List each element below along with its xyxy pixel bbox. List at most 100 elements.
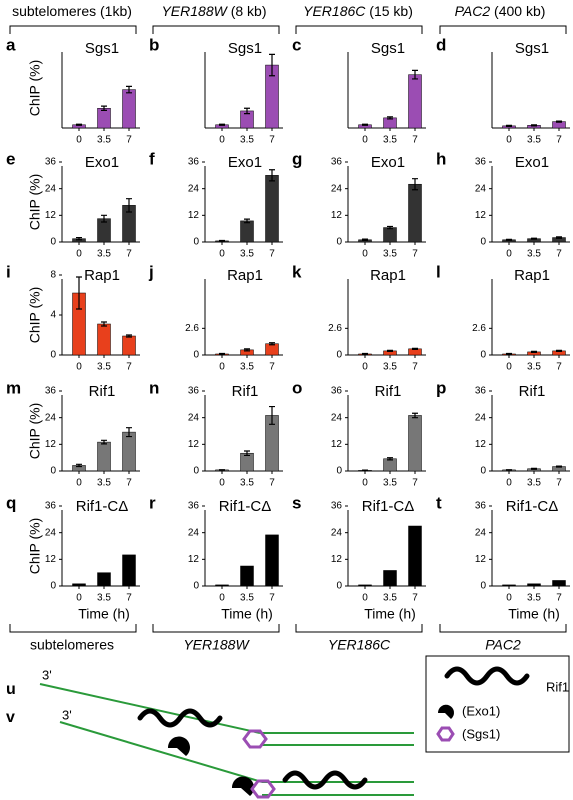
- y-tick-label: 24: [45, 527, 57, 538]
- error-bar: [219, 239, 225, 242]
- chart-title: Sgs1: [515, 40, 549, 57]
- y-tick-label: 24: [188, 412, 200, 423]
- y-tick-label: 12: [331, 554, 343, 565]
- panel-letter: f: [149, 149, 155, 168]
- chart-title: Rif1: [89, 383, 116, 400]
- x-tick-label: 0: [362, 362, 368, 373]
- x-tick-label: 3.5: [527, 135, 541, 146]
- y-tick-label: 36: [45, 386, 57, 397]
- error-bar: [126, 198, 132, 213]
- x-tick-label: 3.5: [527, 593, 541, 604]
- x-tick-label: 3.5: [240, 478, 254, 489]
- y-tick-label: 0: [480, 350, 486, 361]
- y-tick-label: 12: [45, 210, 57, 221]
- y-tick-label: 24: [188, 183, 200, 194]
- y-tick-label: 12: [188, 554, 200, 565]
- bar: [97, 108, 111, 129]
- error-bar: [219, 352, 225, 356]
- panel-letter: a: [6, 35, 16, 54]
- error-bar: [506, 124, 512, 127]
- y-tick-label: 12: [475, 554, 487, 565]
- y-axis-label: ChIP (%): [27, 287, 43, 344]
- x-tick-label: 3.5: [97, 362, 111, 373]
- x-tick-label: 7: [412, 362, 418, 373]
- y-axis-label: ChIP (%): [27, 60, 43, 117]
- x-axis-label: Time (h): [78, 606, 130, 622]
- x-tick-label: 7: [269, 362, 275, 373]
- y-tick-label: 0: [50, 237, 56, 248]
- x-tick-label: 0: [219, 362, 225, 373]
- y-tick-label: 36: [331, 501, 343, 512]
- y-tick-label: 0: [336, 581, 342, 592]
- chart-title: Sgs1: [228, 40, 262, 57]
- bar: [122, 431, 136, 472]
- chart-title: Exo1: [85, 154, 119, 171]
- x-axis-label: Time (h): [508, 606, 560, 622]
- y-axis-label: ChIP (%): [27, 518, 43, 575]
- error-bar: [101, 214, 107, 223]
- chart-title: Rif1: [232, 383, 259, 400]
- x-tick-label: 0: [362, 593, 368, 604]
- y-tick-label: 36: [188, 501, 200, 512]
- x-tick-label: 3.5: [97, 135, 111, 146]
- chart-title: Rif1: [519, 383, 546, 400]
- bar: [215, 584, 229, 587]
- x-tick-label: 7: [269, 593, 275, 604]
- x-tick-label: 0: [506, 478, 512, 489]
- y-axis-label: ChIP (%): [27, 174, 43, 231]
- y-tick-label: 24: [45, 183, 57, 194]
- panel-letter: j: [148, 262, 154, 281]
- x-tick-label: 7: [556, 249, 562, 260]
- y-tick-label: 0: [193, 466, 199, 477]
- panel-letter: o: [292, 378, 302, 397]
- x-tick-label: 3.5: [240, 249, 254, 260]
- x-tick-label: 3.5: [97, 593, 111, 604]
- bar: [122, 554, 136, 587]
- x-tick-label: 0: [506, 249, 512, 260]
- error-bar: [531, 350, 537, 354]
- chart-title: Rap1: [84, 267, 120, 284]
- bar: [265, 343, 279, 356]
- chart-title: Rif1-CΔ: [76, 498, 129, 515]
- y-tick-label: 0: [480, 237, 486, 248]
- error-bar: [126, 85, 132, 94]
- x-tick-label: 7: [556, 135, 562, 146]
- panel-letter: c: [292, 35, 301, 54]
- x-tick-label: 3.5: [97, 478, 111, 489]
- bar: [408, 183, 422, 243]
- error-bar: [269, 169, 275, 182]
- x-tick-label: 7: [412, 135, 418, 146]
- error-bar: [387, 116, 393, 120]
- panel-letter: d: [436, 35, 446, 54]
- error-bar: [387, 225, 393, 230]
- column-footer: YER188W: [183, 637, 250, 653]
- bar: [527, 583, 541, 587]
- y-tick-label: 0: [480, 466, 486, 477]
- x-tick-label: 0: [76, 362, 82, 373]
- y-tick-label: 12: [475, 210, 487, 221]
- chart-title: Rif1-CΔ: [506, 498, 559, 515]
- y-tick-label: 24: [475, 183, 487, 194]
- error-bar: [412, 178, 418, 191]
- y-tick-label: 0: [336, 466, 342, 477]
- x-tick-label: 7: [126, 249, 132, 260]
- column-footer: YER186C: [328, 637, 391, 653]
- chart-title: Rif1: [375, 383, 402, 400]
- chart-title: Exo1: [371, 154, 405, 171]
- bar: [358, 584, 372, 587]
- x-tick-label: 0: [76, 478, 82, 489]
- bar: [122, 89, 136, 129]
- panel-letter: k: [292, 262, 302, 281]
- panel-letter: h: [436, 149, 446, 168]
- error-bar: [76, 123, 82, 126]
- error-bar: [362, 238, 368, 242]
- y-tick-label: 24: [331, 412, 343, 423]
- panel-letter: b: [149, 35, 159, 54]
- y-tick-label: 36: [475, 386, 487, 397]
- sgs1-icons: [242, 726, 455, 799]
- x-tick-label: 7: [556, 593, 562, 604]
- y-tick-label: 12: [331, 439, 343, 450]
- x-tick-label: 3.5: [240, 593, 254, 604]
- y-tick-label: 12: [188, 439, 200, 450]
